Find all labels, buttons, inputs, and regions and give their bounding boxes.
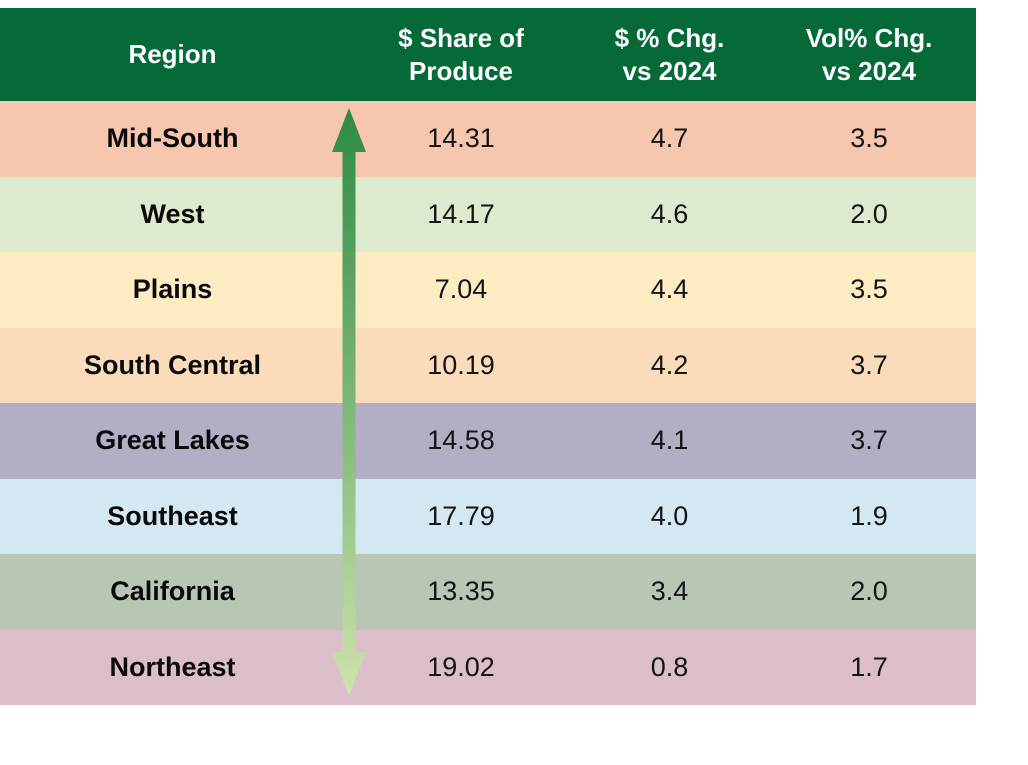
share-value: 17.79 xyxy=(427,500,495,531)
share-value: 10.19 xyxy=(427,349,495,380)
vol-chg-value: 1.7 xyxy=(850,651,888,682)
vol-chg-value: 3.7 xyxy=(850,425,888,456)
vol-chg-value: 3.5 xyxy=(850,123,888,154)
table-row-south-central: South Central 10.19 4.2 3.7 xyxy=(0,327,976,403)
region-name: South Central xyxy=(83,349,261,380)
table-row-southeast: Southeast 17.79 4.0 1.9 xyxy=(0,478,976,554)
header-label-line2: vs 2024 xyxy=(822,55,916,86)
vol-chg-value: 2.0 xyxy=(850,198,888,229)
table-header-row: Region $ Share of Produce $ % Chg. vs 20… xyxy=(0,8,976,101)
dollar-chg-value: 4.7 xyxy=(650,123,689,154)
region-name: California xyxy=(110,576,235,607)
vol-chg-value: 2.0 xyxy=(850,576,888,607)
share-value: 7.04 xyxy=(434,274,488,305)
share-value: 14.31 xyxy=(427,123,495,154)
region-name: Great Lakes xyxy=(95,425,250,456)
table-row-great-lakes: Great Lakes 14.58 4.1 3.7 xyxy=(0,403,976,479)
header-cell-vol-chg: Vol% Chg. vs 2024 xyxy=(762,8,976,101)
share-value: 13.35 xyxy=(427,576,495,607)
dollar-chg-value: 3.4 xyxy=(650,576,689,607)
vol-chg-value: 3.5 xyxy=(850,274,888,305)
table-row-plains: Plains 7.04 4.4 3.5 xyxy=(0,252,976,328)
dollar-chg-value: 0.8 xyxy=(650,651,689,682)
table-row-west: West 14.17 4.6 2.0 xyxy=(0,176,976,252)
header-label-line1: $ % Chg. xyxy=(614,23,725,53)
header-label-line2: Produce xyxy=(408,55,514,86)
region-name: Plains xyxy=(132,274,213,305)
header-label: Region xyxy=(128,39,217,70)
region-performance-table: Region $ Share of Produce $ % Chg. vs 20… xyxy=(0,8,976,705)
header-cell-dollar-chg: $ % Chg. vs 2024 xyxy=(577,8,762,101)
table-row-california: California 13.35 3.4 2.0 xyxy=(0,554,976,630)
header-cell-region: Region xyxy=(0,8,345,101)
share-value: 19.02 xyxy=(427,651,495,682)
region-name: Southeast xyxy=(107,500,238,531)
table-row-mid-south: Mid-South 14.31 4.7 3.5 xyxy=(0,101,976,177)
dollar-chg-value: 4.1 xyxy=(650,425,689,456)
vol-chg-value: 1.9 xyxy=(850,500,888,531)
share-value: 14.17 xyxy=(427,198,495,229)
dollar-chg-value: 4.6 xyxy=(650,198,689,229)
header-label-line1: Vol% Chg. xyxy=(805,23,933,53)
region-name: Mid-South xyxy=(106,123,239,154)
header-cell-share: $ Share of Produce xyxy=(345,8,577,101)
vol-chg-value: 3.7 xyxy=(850,349,888,380)
dollar-chg-value: 4.4 xyxy=(650,274,689,305)
region-name: West xyxy=(140,198,205,229)
dollar-chg-value: 4.2 xyxy=(650,349,689,380)
header-label-line2: vs 2024 xyxy=(622,55,717,86)
table-row-northeast: Northeast 19.02 0.8 1.7 xyxy=(0,629,976,705)
share-value: 14.58 xyxy=(427,425,495,456)
header-label-line1: $ Share of xyxy=(398,23,524,53)
dollar-chg-value: 4.0 xyxy=(650,500,689,531)
region-name: Northeast xyxy=(109,651,236,682)
